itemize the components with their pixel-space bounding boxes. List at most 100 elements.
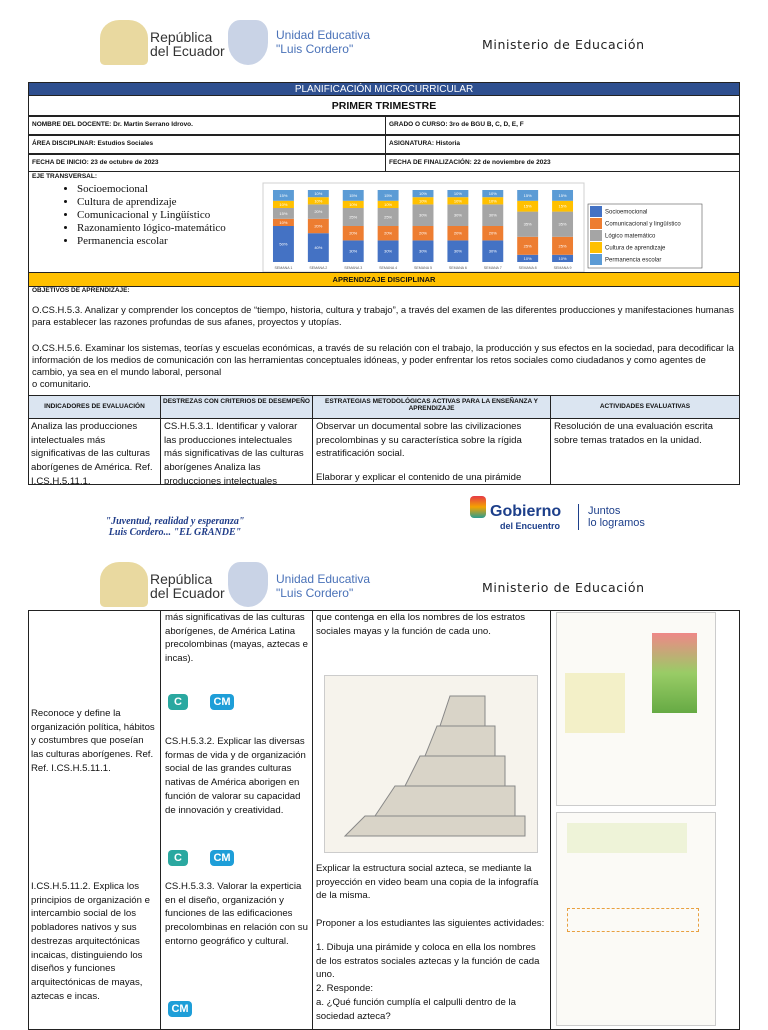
- value-label: 10%: [454, 191, 462, 196]
- table-title: PLANIFICACIÓN MICROCURRICULAR: [28, 82, 740, 96]
- bar-segment: [307, 197, 329, 205]
- school-shield: [228, 20, 268, 65]
- bar-segment: [517, 200, 539, 212]
- value-label: 20%: [314, 209, 322, 214]
- value-label: 20%: [419, 231, 427, 236]
- ecuador-line: del Ecuador: [150, 43, 225, 59]
- value-label: 50%: [279, 242, 287, 247]
- value-label: 10%: [454, 198, 462, 203]
- ministerio: Ministerio de Educación: [482, 37, 645, 52]
- row1-cell: CS.H.5.3.1. Identificar y valorar las pr…: [160, 418, 313, 485]
- table-subtitle: PRIMER TRIMESTRE: [28, 96, 740, 116]
- value-label: 35%: [524, 222, 532, 227]
- divider: [578, 504, 579, 530]
- bar-segment: [482, 204, 504, 226]
- estrategia: 2. Responde:: [316, 983, 374, 994]
- worksheet-box: [567, 823, 687, 853]
- bar-segment: [342, 240, 364, 262]
- bar-segment: [377, 200, 399, 208]
- legend-frame: [587, 203, 703, 269]
- row1-cell: Observar un documental sobre las civiliz…: [312, 418, 551, 485]
- legend-label: Socioemocional: [605, 210, 647, 216]
- estrategia: Observar un documental sobre las civiliz…: [316, 421, 522, 460]
- value-label: 25%: [384, 215, 392, 220]
- bar-segment: [552, 200, 574, 212]
- bar-segment: [517, 236, 539, 255]
- value-label: 20%: [349, 231, 357, 236]
- bar-segment: [482, 240, 504, 262]
- legend-swatch: [590, 218, 602, 229]
- col-header: DESTREZAS CON CRITERIOS DE DESEMPEÑO: [160, 395, 313, 419]
- objetivo-1: O.CS.H.5.3. Analizar y comprender los co…: [32, 304, 734, 327]
- bar-segment: [377, 208, 399, 226]
- bar-segment: [412, 226, 434, 241]
- bar-segment: [272, 208, 294, 219]
- area: ÁREA DISCIPLINAR: Estudios Sociales: [28, 135, 386, 154]
- bar-segment: [307, 218, 329, 234]
- value-label: 10%: [559, 256, 567, 261]
- bar-segment: [517, 211, 539, 237]
- bar-segment: [517, 190, 539, 201]
- value-label: 10%: [524, 256, 532, 261]
- icon-c: C: [168, 850, 188, 866]
- value-label: 10%: [489, 198, 497, 203]
- pyramid-drawing: [343, 695, 526, 837]
- gobierno-logo: [470, 496, 486, 518]
- asignatura: ASIGNATURA: Historia: [385, 135, 740, 154]
- bar-segment: [342, 200, 364, 208]
- eje-item: Permanencia escolar: [77, 235, 739, 248]
- bar-segment: [272, 226, 294, 262]
- row1-cell: Resolución de una evaluación escrita sob…: [550, 418, 740, 485]
- icon-cm: CM: [168, 1001, 192, 1017]
- encuentro: del Encuentro: [500, 521, 561, 531]
- eje-item: Razonamiento lógico-matemático: [77, 222, 739, 235]
- pyramid-illustration: [324, 675, 538, 853]
- school-name: Unidad Educativa "Luis Cordero": [276, 28, 370, 56]
- bar-segment: [377, 226, 399, 241]
- eje-label: EJE TRANSVERSAL:: [32, 173, 98, 180]
- bar-segment: [447, 197, 469, 205]
- estrategia: que contenga en ella los nombres de los …: [316, 612, 526, 637]
- value-label: 20%: [384, 231, 392, 236]
- eje-item: Cultura de aprendizaje: [77, 196, 739, 209]
- republica-line: República: [150, 571, 213, 587]
- luis: "Luis Cordero": [276, 42, 354, 56]
- value-label: 30%: [419, 213, 427, 218]
- value-label: 10%: [349, 202, 357, 207]
- value-label: 10%: [279, 202, 287, 207]
- value-label: 25%: [349, 215, 357, 220]
- worksheet-box: [567, 908, 699, 932]
- bar-segment: [272, 218, 294, 226]
- legend-swatch: [590, 254, 602, 265]
- lema-1: "Juventud, realidad y esperanza": [105, 516, 245, 527]
- value-label: 40%: [314, 245, 322, 250]
- value-label: 10%: [314, 198, 322, 203]
- estrategia: Proponer a los estudiantes las siguiente…: [316, 918, 545, 929]
- legend-label: Cultura de aprendizaje: [605, 246, 666, 252]
- bar-segment: [447, 204, 469, 226]
- bar-segment: [412, 240, 434, 262]
- bar-segment: [482, 226, 504, 241]
- legend-swatch: [590, 230, 602, 241]
- value-label: 15%: [559, 204, 567, 209]
- grado: GRADO O CURSO: 3ro de BGU B, C, D, E, F: [385, 116, 740, 135]
- bar-segment: [482, 197, 504, 205]
- estrategia: 1. Dibuja una pirámide y coloca en ella …: [316, 942, 540, 981]
- indicador: I.CS.H.5.11.2. Explica los principios de…: [31, 881, 150, 1002]
- legend-label: Lógico matemático: [605, 234, 656, 240]
- bar-segment: [272, 190, 294, 201]
- eje-item: Socioemocional: [77, 183, 739, 196]
- actividad: Resolución de una evaluación escrita sob…: [554, 421, 713, 446]
- bar-segment: [307, 233, 329, 262]
- col-header: ACTIVIDADES EVALUATIVAS: [550, 395, 740, 419]
- indicador: Analiza las producciones intelectuales m…: [31, 421, 153, 485]
- fecha-fin: FECHA DE FINALIZACIÓN: 22 de noviembre d…: [385, 154, 740, 172]
- value-label: 25%: [524, 243, 532, 248]
- luis: "Luis Cordero": [276, 586, 354, 600]
- objetivo-2: O.CS.H.5.6. Examinar los sistemas, teorí…: [32, 342, 734, 377]
- docente: NOMBRE DEL DOCENTE: Dr. Martin Serrano I…: [28, 116, 386, 135]
- indicador: Reconoce y define la organización políti…: [31, 708, 155, 774]
- x-tick-label: SEMANA 4: [379, 266, 397, 270]
- school-name: Unidad Educativa "Luis Cordero": [276, 572, 370, 600]
- destreza: CS.H.5.3.2. Explicar las diversas formas…: [165, 736, 306, 816]
